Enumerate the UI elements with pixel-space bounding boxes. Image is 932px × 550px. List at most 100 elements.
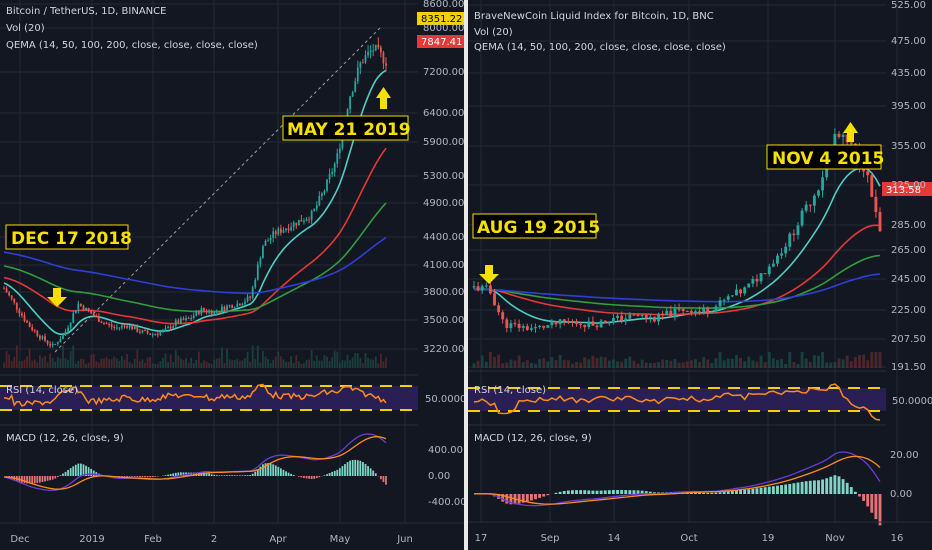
time-tick-label: 19 [762,533,775,544]
volume-bar [587,359,591,368]
macd-hist-bar [529,494,533,501]
macd-hist-bar [82,464,85,476]
macd-hist-bar [308,476,310,479]
left-volume-bars [3,345,387,368]
candle-body [542,325,546,328]
candle-body [74,310,77,314]
candle-body [735,289,738,296]
volume-bar [377,363,380,368]
macd-hist-bar [351,459,354,476]
left-chart-panel[interactable]: 8351.22 7847.41 8600.00 8000.00 7200.00 640… [0,0,464,550]
volume-bar [488,352,492,368]
candle-body [669,310,673,317]
volume-bar [698,362,701,368]
candle-body [878,211,882,232]
right-chart-panel[interactable]: 313.58 525.00 475.00 435.00 395.00 355.00 325… [468,0,932,550]
volume-bar [513,360,517,368]
macd-hist-bar [505,494,509,504]
volume-bar [51,357,54,368]
volume-bar [344,360,346,368]
volume-bar [331,357,334,368]
volume-bar [849,360,853,368]
right-price-axis: 525.00 475.00 435.00 395.00 355.00 325.00 285.… [891,0,926,373]
left-chart-title: Bitcoin / TetherUS, 1D, BINANCE [6,6,166,17]
candle-body [290,227,293,231]
macd-hist-bar [874,494,878,520]
candle-body [121,325,123,328]
candle-body [126,325,128,328]
left-time-axis: Dec 2019 Feb 2 Apr May Jun [10,534,412,545]
candle-body [546,325,550,328]
volume-bar [108,359,111,368]
volume-bar [213,359,216,368]
macd-hist-bar [648,491,652,494]
price-tick-label: 355.00 [891,141,926,152]
qema-100-line [474,254,881,309]
volume-bar [346,354,349,368]
volume-bar [205,361,208,368]
candle-body [180,318,182,323]
volume-bar [550,357,554,368]
volume-bar [72,345,75,368]
macd-hist-bar [56,476,59,478]
candle-body [295,222,298,226]
volume-bar [780,359,784,368]
candle-body [97,316,100,322]
candle-body [133,326,136,330]
candle-body [41,336,44,339]
candle-body [624,318,628,321]
macd-hist-bar [28,476,31,484]
macd-hist-bar [546,494,550,496]
volume-bar [669,360,673,368]
candle-body [505,319,509,328]
candle-body [374,44,377,51]
macd-hist-bar [521,494,525,503]
candle-body [169,326,172,329]
volume-bar [788,352,792,368]
price-tick-label: 5900.00 [423,137,464,148]
right-macd-line [473,451,881,507]
candle-body [13,298,16,303]
volume-bar [218,357,221,368]
candle-body [279,228,282,233]
macd-hist-bar [845,482,849,494]
left-price-axis: 8600.00 8000.00 7200.00 6400.00 5900.00 5300.… [423,0,464,355]
volume-bar [123,359,126,368]
left-dashed-trendline [54,27,381,353]
macd-tick-label: -400.00 [428,497,464,508]
candle-body [241,303,244,306]
candle-body [718,300,722,307]
volume-bar [509,359,513,368]
macd-hist-bar [138,476,141,478]
candle-body [100,321,103,323]
volume-bar [262,351,264,368]
macd-hist-bar [653,492,656,494]
volume-bar [821,352,825,368]
candle-body [377,44,380,48]
volume-bar [182,360,185,368]
macd-hist-bar [784,484,788,494]
candle-body [110,324,113,327]
volume-bar [595,358,599,368]
volume-bar [154,363,157,368]
left-macd-histogram [5,459,387,485]
macd-hist-bar [603,490,607,494]
macd-hist-bar [349,460,352,476]
price-tick-label: 5300.00 [423,171,464,182]
macd-hist-bar [228,475,231,476]
time-tick-label: 17 [475,533,488,544]
macd-hist-bar [595,490,599,494]
macd-hist-bar [858,494,861,497]
candle-body [274,231,277,235]
volume-bar [128,362,131,368]
candle-body [874,196,878,212]
volume-bar [269,363,272,368]
macd-hist-bar [90,468,93,476]
macd-hist-bar [336,469,339,476]
volume-bar [538,359,542,368]
volume-bar [315,355,318,368]
volume-bar [190,357,193,368]
candle-body [315,205,318,209]
right-price-tag-bg [882,182,932,196]
